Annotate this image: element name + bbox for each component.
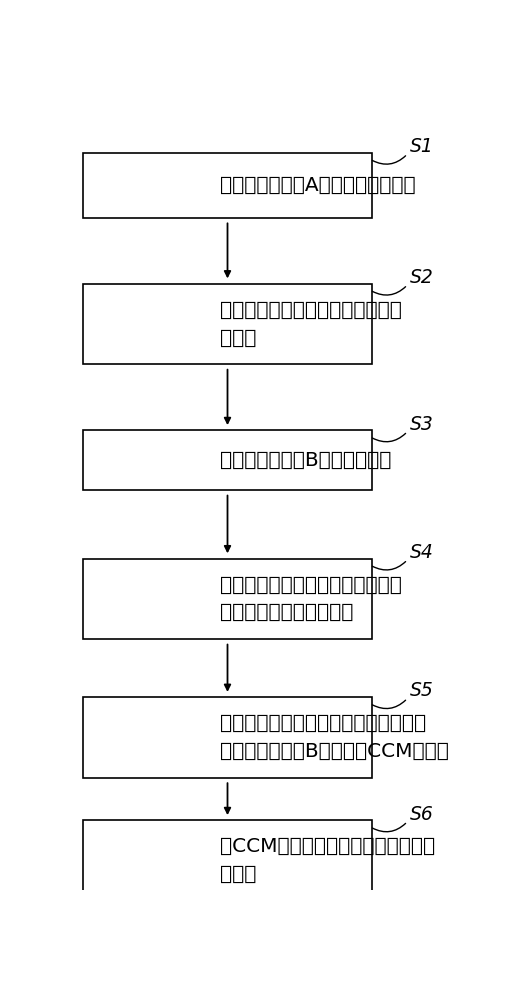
Text: 至质子交换膜的B面，构成CCM膜电极: 至质子交换膜的B面，构成CCM膜电极 <box>220 742 448 761</box>
FancyArrowPatch shape <box>225 223 230 277</box>
Text: 在转移辊上涂布第二催化层，通过: 在转移辊上涂布第二催化层，通过 <box>220 576 401 595</box>
Bar <box>83 284 372 364</box>
Bar <box>83 820 372 901</box>
Text: S5: S5 <box>410 681 433 700</box>
Text: 采用第一预定温度对第一催化层进: 采用第一预定温度对第一催化层进 <box>220 301 401 320</box>
Text: 在压合辊的配合下，将第二催化层转移: 在压合辊的配合下，将第二催化层转移 <box>220 714 426 733</box>
Bar <box>83 697 372 778</box>
Text: 行烘烤: 行烘烤 <box>220 328 256 347</box>
Text: S2: S2 <box>410 268 433 287</box>
FancyArrowPatch shape <box>225 783 230 813</box>
Text: S6: S6 <box>410 805 433 824</box>
Text: 在质子交换膜的A面涂布第一催化层: 在质子交换膜的A面涂布第一催化层 <box>220 176 415 195</box>
FancyArrowPatch shape <box>225 644 230 690</box>
Text: 转移辊对第二催化层加热: 转移辊对第二催化层加热 <box>220 603 353 622</box>
Text: S4: S4 <box>410 543 433 562</box>
Text: 揭去质子交换膜B面上的保护膜: 揭去质子交换膜B面上的保护膜 <box>220 451 391 470</box>
FancyArrowPatch shape <box>225 495 230 551</box>
Bar <box>83 559 372 639</box>
Bar <box>83 153 372 218</box>
Text: S1: S1 <box>410 137 433 156</box>
Text: 对CCM膜电极采用第三预定温度进一: 对CCM膜电极采用第三预定温度进一 <box>220 837 435 856</box>
Text: 步烘烤: 步烘烤 <box>220 865 256 884</box>
Bar <box>83 430 372 490</box>
FancyArrowPatch shape <box>225 370 230 423</box>
Text: S3: S3 <box>410 415 433 434</box>
